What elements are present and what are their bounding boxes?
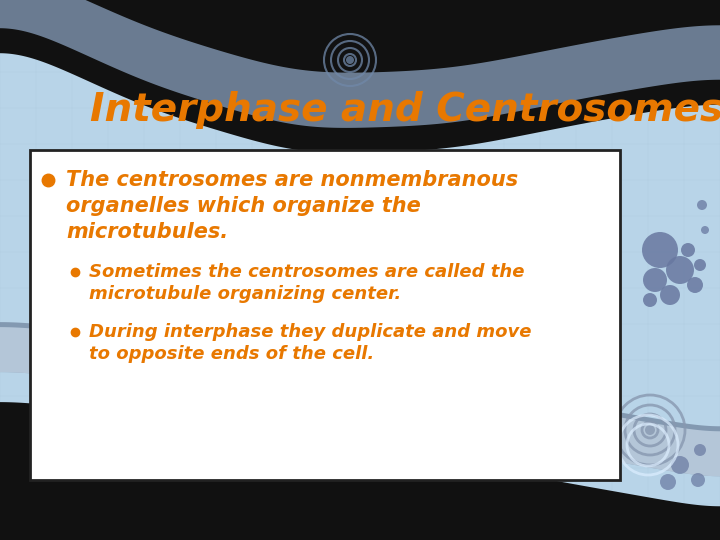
Circle shape xyxy=(645,425,655,435)
Text: to opposite ends of the cell.: to opposite ends of the cell. xyxy=(89,345,374,363)
Circle shape xyxy=(666,256,694,284)
Circle shape xyxy=(643,268,667,292)
Circle shape xyxy=(671,456,689,474)
Text: During interphase they duplicate and move: During interphase they duplicate and mov… xyxy=(89,323,531,341)
Text: Sometimes the centrosomes are called the: Sometimes the centrosomes are called the xyxy=(89,263,524,281)
Circle shape xyxy=(660,285,680,305)
Text: microtubules.: microtubules. xyxy=(66,222,228,242)
Polygon shape xyxy=(0,0,720,153)
FancyBboxPatch shape xyxy=(30,150,620,480)
Polygon shape xyxy=(0,322,720,476)
Circle shape xyxy=(697,200,707,210)
Polygon shape xyxy=(0,327,720,476)
Polygon shape xyxy=(0,402,720,540)
Text: microtubule organizing center.: microtubule organizing center. xyxy=(89,285,401,303)
Circle shape xyxy=(660,474,676,490)
Circle shape xyxy=(642,232,678,268)
Circle shape xyxy=(694,259,706,271)
Circle shape xyxy=(701,226,709,234)
Text: The centrosomes are nonmembranous: The centrosomes are nonmembranous xyxy=(66,170,518,190)
Text: Interphase and Centrosomes: Interphase and Centrosomes xyxy=(90,91,720,129)
Circle shape xyxy=(681,243,695,257)
Circle shape xyxy=(694,444,706,456)
Circle shape xyxy=(691,473,705,487)
Circle shape xyxy=(643,293,657,307)
Circle shape xyxy=(687,277,703,293)
Text: organelles which organize the: organelles which organize the xyxy=(66,196,420,216)
Polygon shape xyxy=(0,0,720,128)
Circle shape xyxy=(346,56,354,64)
